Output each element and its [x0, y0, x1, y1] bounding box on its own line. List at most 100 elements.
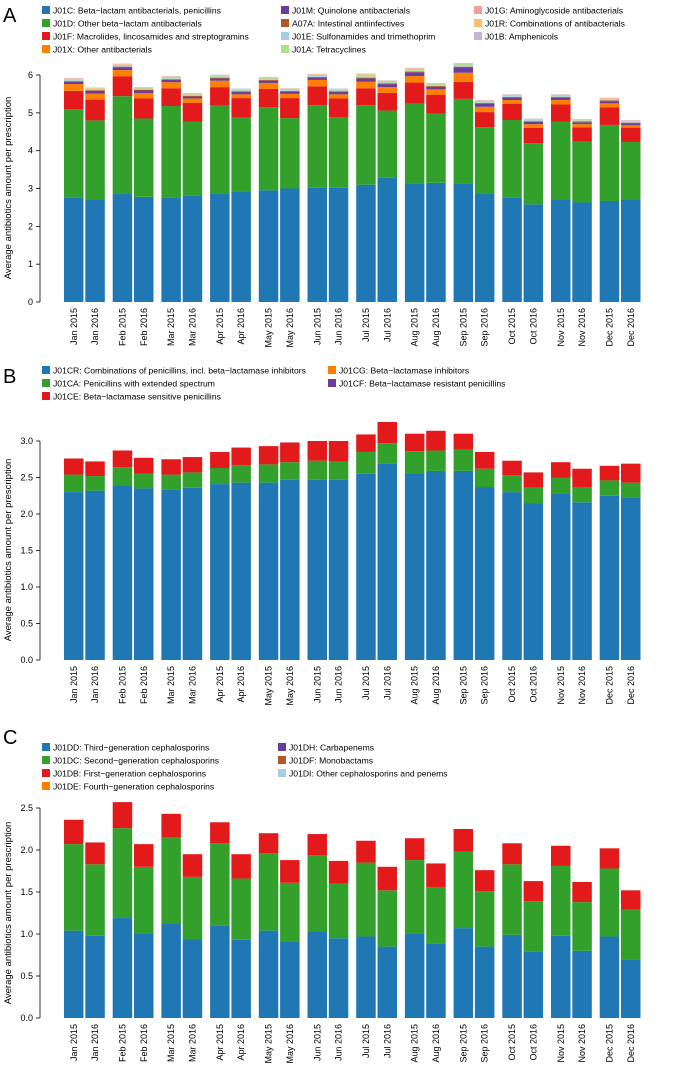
bar-segment-j01d: [258, 107, 279, 191]
bar-segment-j01f: [426, 94, 446, 114]
x-tick-label: Nov 2015: [556, 308, 566, 347]
bar-segment-j01cr: [280, 479, 300, 660]
bar-segment-a07a: [182, 95, 203, 97]
x-tick-label: Mar 2015: [166, 308, 176, 346]
bar-stack: [551, 462, 571, 660]
bar-segment-j01e: [328, 90, 349, 92]
bar-stack: [231, 88, 251, 302]
bar-stack: [426, 863, 446, 1018]
bar-stack: [356, 73, 376, 302]
bar-segment-a07a: [621, 122, 641, 124]
bar-stack: [307, 441, 327, 660]
bar-segment-j01dc: [280, 882, 300, 942]
bar-segment-j01a: [231, 89, 251, 91]
bar-segment-j01db: [377, 866, 397, 891]
bar-stack: [85, 461, 105, 660]
bar-segment-j01d: [328, 117, 349, 188]
x-tick-label: Mar 2015: [166, 1024, 176, 1062]
bar-stack: [621, 890, 641, 1018]
bar-segment-j01x: [621, 125, 641, 128]
bar-segment-j01f: [85, 99, 105, 121]
bar-segment-j01d: [621, 141, 641, 200]
bar-stack: [599, 848, 620, 1018]
bar-segment-j01a: [523, 119, 544, 121]
bar-segment-j01x: [64, 84, 84, 91]
x-tick-label: Jan 2015: [69, 308, 79, 345]
bar-segment-j01a: [210, 75, 230, 77]
bar-segment-j01dc: [599, 868, 620, 937]
bar-segment-j01x: [523, 124, 544, 128]
bar-segment-j01a: [621, 121, 641, 122]
bar-segment-a07a: [404, 71, 425, 73]
bar-segment-j01e: [621, 121, 641, 123]
bar-stack: [621, 463, 641, 660]
bar-segment-j01c: [182, 195, 203, 302]
bar-segment-j01cr: [112, 485, 133, 660]
x-tick-label: Jun 2015: [312, 1024, 322, 1061]
bar-segment-j01c: [453, 183, 474, 302]
x-tick-label: Jul 2016: [382, 308, 392, 342]
bar-segment-j01dd: [599, 936, 620, 1018]
bar-segment-j01x: [404, 76, 425, 83]
bar-segment-j01ce: [134, 457, 154, 474]
bar-segment-j01cr: [182, 487, 203, 660]
legend-swatch: [474, 19, 482, 27]
x-tick-label: May 2016: [285, 666, 295, 706]
legend-swatch: [328, 379, 336, 387]
bar-stack: [182, 93, 203, 302]
bar-stack: [377, 866, 397, 1018]
bar-segment-j01e: [502, 96, 522, 97]
legend-label: J01G: Aminoglycoside antibacterials: [485, 6, 623, 16]
legend-label: J01A: Tetracyclines: [292, 45, 366, 55]
bar-segment-j01dc: [404, 860, 425, 934]
bar-segment-j01c: [210, 193, 230, 302]
panel-a: A J01C: Beta−lactam antibacterials, penic…: [3, 5, 641, 348]
x-tick-label: Sep 2015: [458, 1024, 468, 1063]
bar-stack: [551, 94, 571, 302]
x-tick-label: May 2015: [264, 1024, 274, 1064]
x-tick-label: Sep 2016: [480, 1024, 490, 1063]
bar-segment-j01db: [356, 840, 376, 863]
bar-segment-a07a: [551, 96, 571, 98]
x-tick-label: May 2015: [264, 666, 274, 706]
bar-segment-j01m: [572, 122, 592, 125]
x-tick-label: Nov 2015: [556, 666, 566, 705]
legend-label: J01DI: Other cephalosporins and penems: [289, 769, 448, 779]
bar-segment-j01e: [85, 89, 105, 91]
bar-segment-j01a: [356, 74, 376, 77]
bar-segment-j01c: [307, 187, 327, 302]
bar-stack: [307, 73, 327, 302]
y-tick-label: 2.0: [20, 845, 33, 855]
bar-segment-j01d: [474, 127, 495, 194]
bar-segment-j01ca: [134, 473, 154, 489]
bar-stack: [377, 80, 397, 302]
bar-segment-j01x: [182, 98, 203, 103]
bar-segment-j01db: [161, 813, 181, 838]
bar-segment-j01x: [112, 70, 133, 77]
x-tick-label: Aug 2016: [431, 308, 441, 347]
bar-stack: [453, 829, 474, 1018]
bar-segment-j01ce: [572, 468, 592, 487]
bar-segment-j01ca: [258, 464, 279, 483]
bar-stack: [280, 88, 300, 302]
bar-segment-j01cr: [523, 503, 544, 660]
legend-swatch: [474, 32, 482, 40]
bar-stack: [502, 460, 522, 660]
x-tick-label: Oct 2016: [528, 1024, 538, 1061]
bar-segment-j01ce: [551, 462, 571, 478]
bar-segment-j01f: [328, 98, 349, 118]
bar-stack: [210, 451, 230, 660]
bar-segment-j01ca: [404, 451, 425, 474]
bar-stack: [523, 881, 544, 1018]
bar-segment-j01dc: [572, 902, 592, 951]
x-tick-label: Aug 2016: [431, 666, 441, 705]
y-tick-label: 5: [28, 108, 33, 118]
y-tick-label: 0: [28, 297, 33, 307]
bar-segment-j01ca: [64, 474, 84, 493]
bar-stack: [210, 74, 230, 302]
bar-segment-j01dd: [551, 935, 571, 1018]
bar-stack: [280, 442, 300, 660]
bar-segment-j01ca: [231, 465, 251, 483]
x-tick-label: May 2016: [285, 308, 295, 348]
x-tick-label: Oct 2015: [507, 308, 517, 345]
